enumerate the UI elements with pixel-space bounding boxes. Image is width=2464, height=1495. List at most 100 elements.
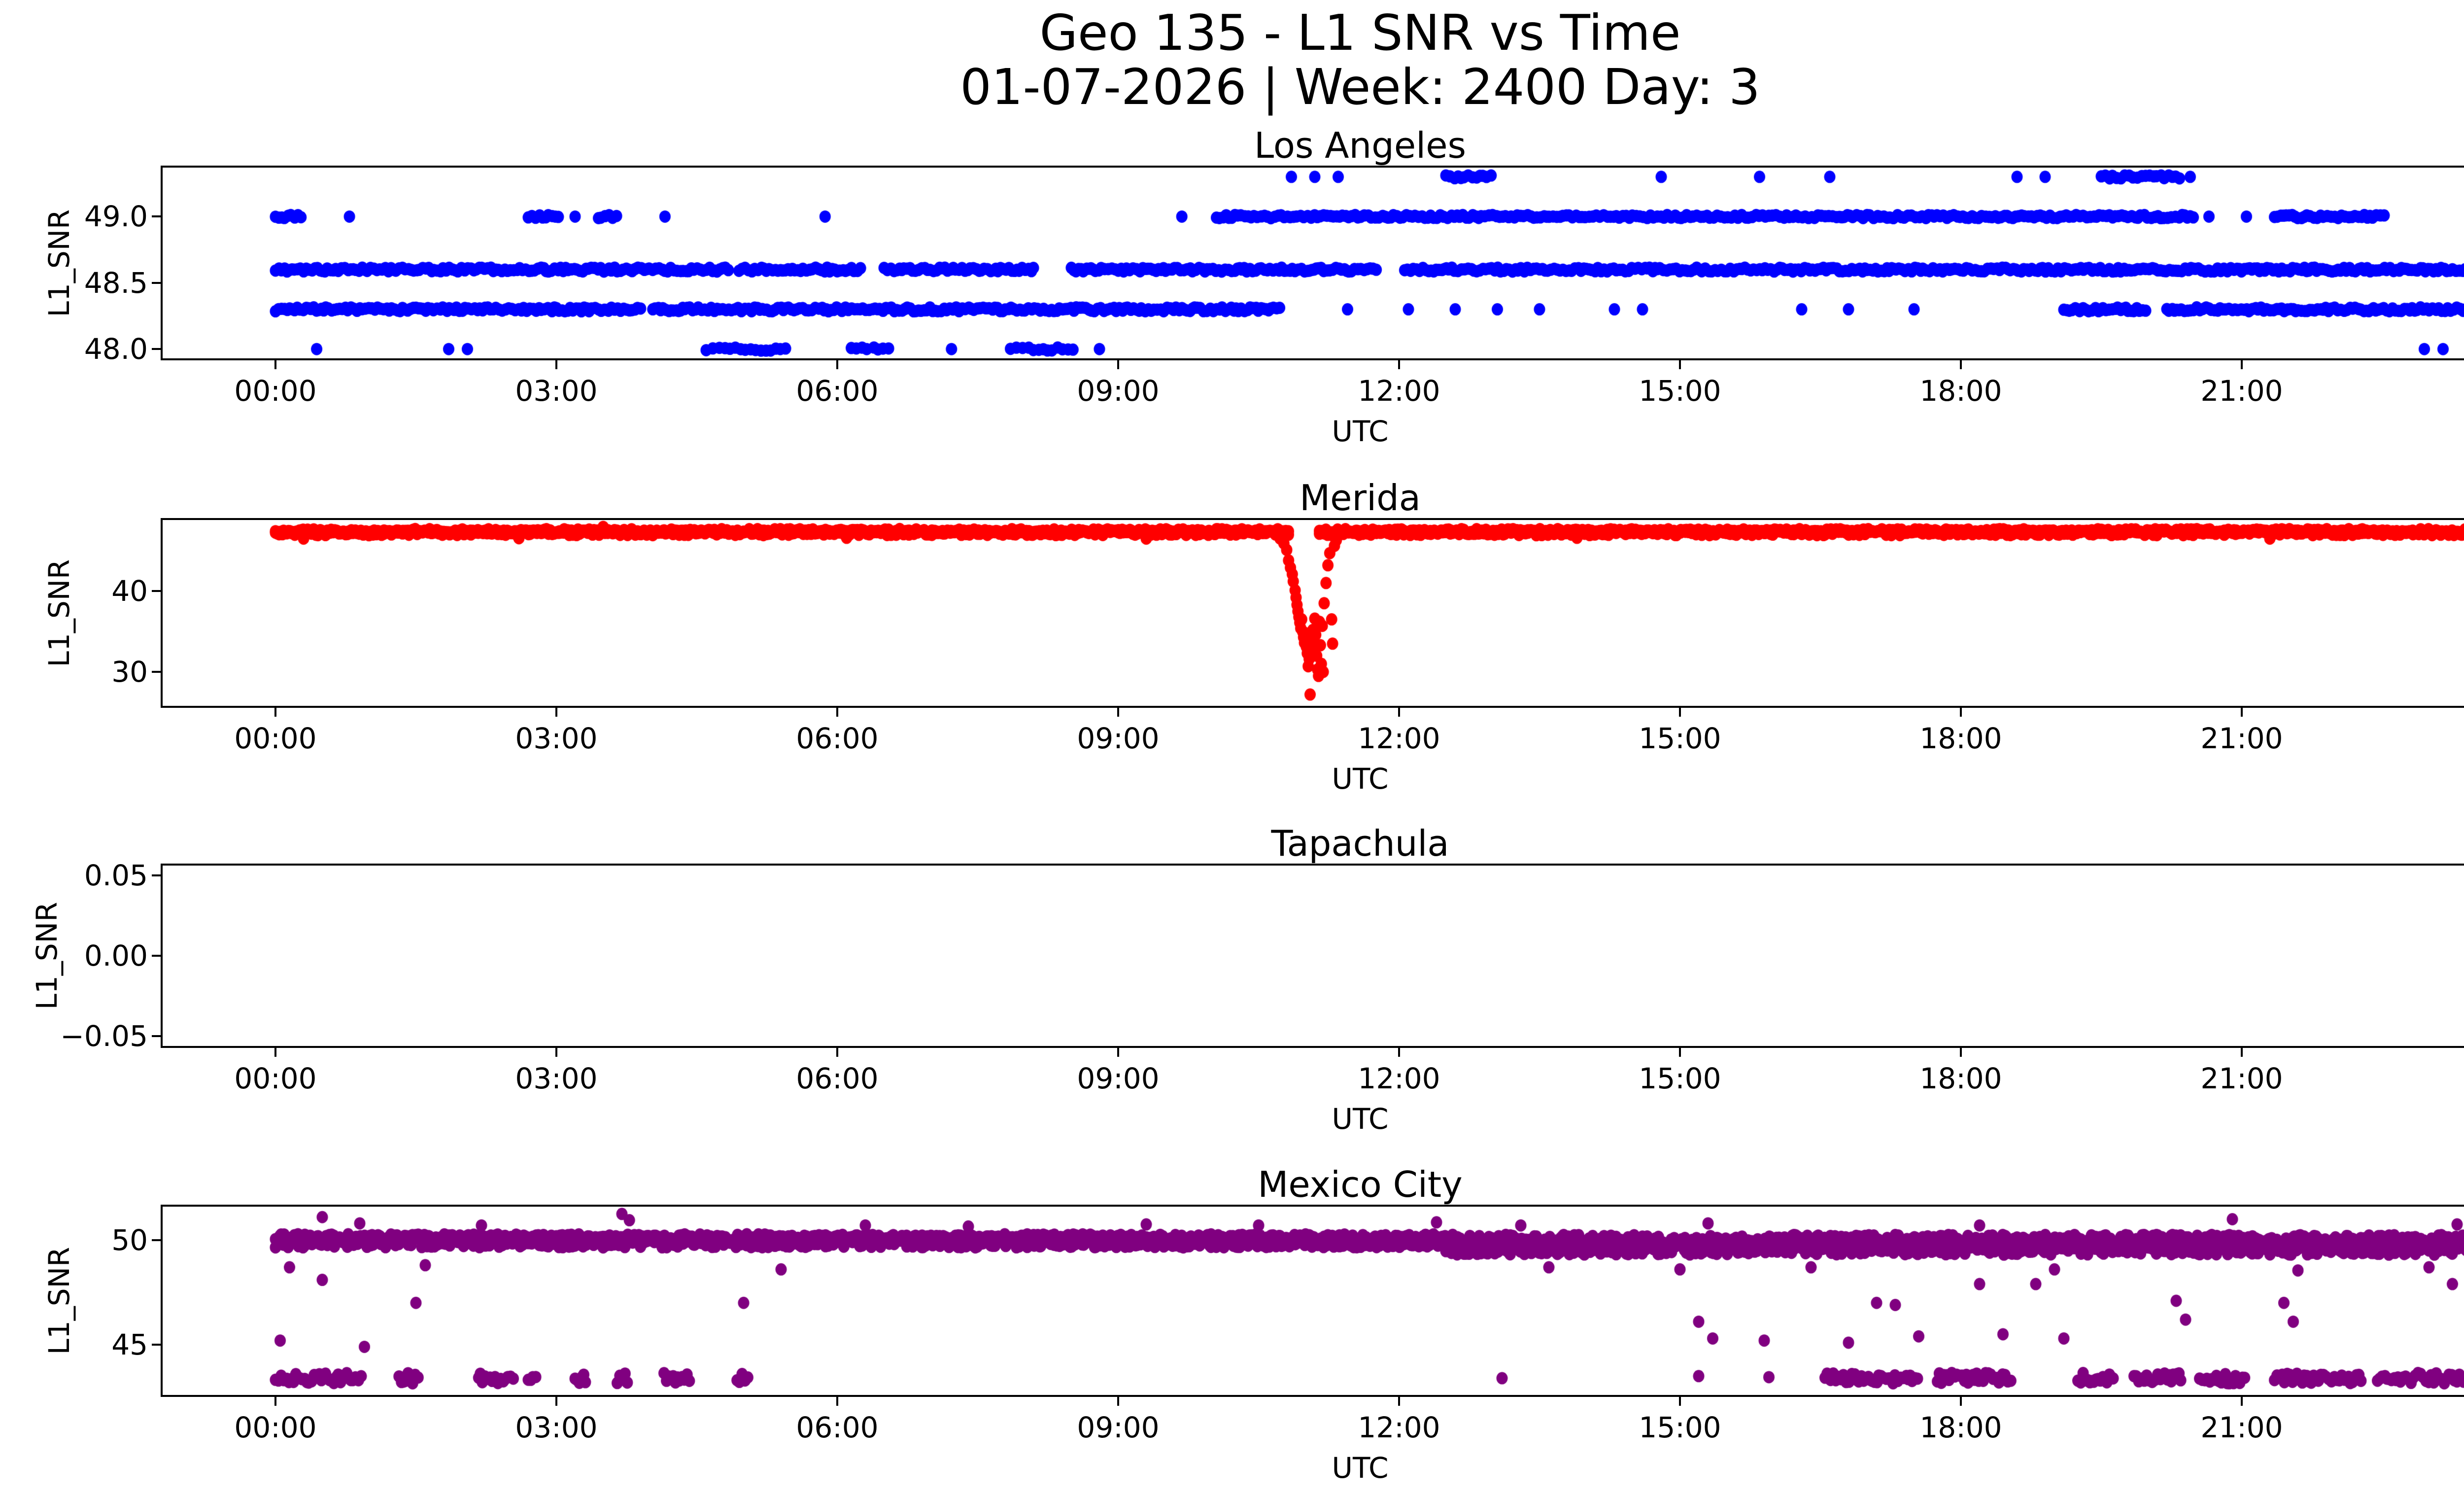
subplot-title-los-angeles: Los Angeles [1254,125,1466,166]
x-tick-label: 00:00 [234,1411,317,1444]
y-tick-mark [152,874,161,876]
x-tick-label: 12:00 [1358,722,1440,755]
x-tick-mark [1679,1048,1681,1057]
x-tick-label: 09:00 [1077,1062,1160,1095]
subplot-title-mexico-city: Mexico City [1258,1164,1463,1205]
x-tick-label: 18:00 [1919,374,2002,408]
x-tick-label: 09:00 [1077,1411,1160,1444]
x-axis-label: UTC [1332,762,1389,796]
x-tick-mark [1398,1048,1400,1057]
x-tick-mark [836,360,838,369]
y-axis-label: L1_SNR [42,1247,76,1355]
x-tick-label: 00:00 [2449,721,2464,756]
y-tick-label: −0.05 [60,1019,148,1053]
x-tick-label: 00:00 [2449,373,2464,409]
x-tick-label: 21:00 [2200,722,2283,755]
y-tick-mark [152,671,161,673]
y-tick-mark [152,1344,161,1346]
x-tick-label: 12:00 [1358,1062,1440,1095]
x-tick-label: 03:00 [515,374,598,408]
x-tick-mark [274,1397,276,1406]
x-tick-label: 21:00 [2200,374,2283,408]
x-tick-label: 06:00 [796,1062,879,1095]
axes-box-3 [161,1205,2464,1397]
x-tick-mark [555,1048,557,1057]
y-tick-mark [152,590,161,592]
x-tick-mark [555,1397,557,1406]
y-tick-mark [152,1239,161,1241]
x-axis-label: UTC [1332,415,1389,448]
x-tick-mark [274,708,276,717]
x-tick-mark [1117,360,1119,369]
x-tick-label: 18:00 [1919,1411,2002,1444]
x-tick-label: 03:00 [515,722,598,755]
x-tick-mark [1398,708,1400,717]
y-tick-mark [152,348,161,350]
x-tick-label: 00:00 [234,1062,317,1095]
x-tick-label: 03:00 [515,1062,598,1095]
x-tick-mark [2241,1048,2243,1057]
x-tick-label: 03:00 [515,1411,598,1444]
y-tick-label: 0.00 [84,939,148,973]
x-axis-label: UTC [1332,1102,1389,1136]
y-tick-mark [152,1035,161,1038]
y-tick-mark [152,955,161,957]
axes-box-2 [161,864,2464,1048]
x-tick-mark [274,360,276,369]
x-tick-mark [1960,708,1962,717]
x-tick-label: 15:00 [1639,374,1721,408]
x-tick-mark [555,360,557,369]
axes-box-1 [161,518,2464,708]
x-tick-label: 06:00 [796,722,879,755]
x-tick-label: 18:00 [1919,722,2002,755]
x-tick-label: 09:00 [1077,374,1160,408]
x-tick-mark [1398,1397,1400,1406]
y-tick-mark [152,215,161,218]
x-tick-label: 21:00 [2200,1062,2283,1095]
y-axis-label: L1_SNR [30,902,64,1010]
figure-title-line1: Geo 135 - L1 SNR vs Time [1039,4,1681,62]
x-tick-label: 06:00 [796,374,879,408]
x-tick-mark [1679,708,1681,717]
x-tick-mark [1679,360,1681,369]
x-tick-label: 12:00 [1358,1411,1440,1444]
x-tick-mark [1398,360,1400,369]
subplot-title-tapachula: Tapachula [1271,823,1449,864]
y-axis-label: L1_SNR [42,209,76,317]
x-tick-label: 09:00 [1077,722,1160,755]
x-tick-mark [836,708,838,717]
x-tick-label: 21:00 [2200,1411,2283,1444]
x-tick-label: 12:00 [1358,374,1440,408]
x-tick-mark [274,1048,276,1057]
x-tick-label: 00:00 [2449,1410,2464,1445]
figure-title-line2: 01-07-2026 | Week: 2400 Day: 3 [960,58,1760,116]
x-tick-label: 15:00 [1639,1411,1721,1444]
subplot-title-merida: Merida [1300,477,1421,519]
x-tick-label: 18:00 [1919,1062,2002,1095]
x-tick-mark [2241,360,2243,369]
x-tick-label: 00:00 [2449,1061,2464,1096]
x-tick-mark [555,708,557,717]
x-tick-mark [1960,1048,1962,1057]
x-tick-label: 00:00 [234,722,317,755]
x-tick-label: 06:00 [796,1411,879,1444]
x-tick-label: 00:00 [234,374,317,408]
x-tick-mark [836,1397,838,1406]
x-tick-mark [2241,708,2243,717]
x-tick-label: 15:00 [1639,1062,1721,1095]
y-tick-mark [152,281,161,284]
x-tick-label: 15:00 [1639,722,1721,755]
x-tick-mark [1960,1397,1962,1406]
x-tick-mark [1679,1397,1681,1406]
x-tick-mark [1117,1048,1119,1057]
x-tick-mark [1117,708,1119,717]
x-tick-mark [1117,1397,1119,1406]
axes-box-0 [161,166,2464,360]
y-tick-label: 0.05 [84,858,148,892]
x-tick-mark [2241,1397,2243,1406]
y-axis-label: L1_SNR [42,559,76,667]
x-tick-mark [1960,360,1962,369]
x-tick-mark [836,1048,838,1057]
x-axis-label: UTC [1332,1451,1389,1485]
